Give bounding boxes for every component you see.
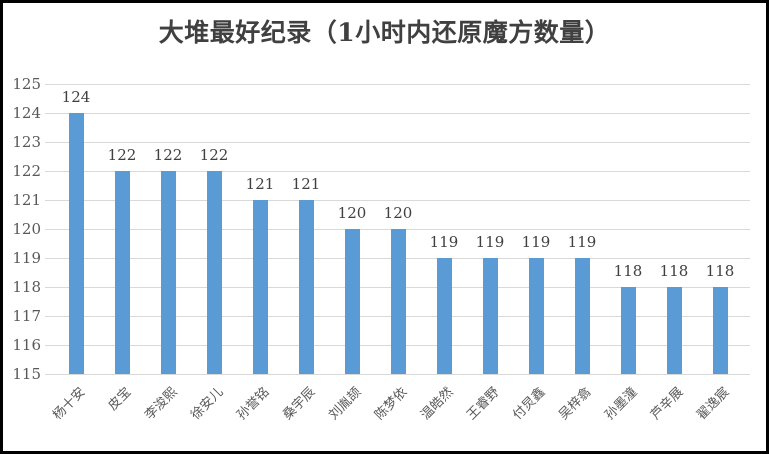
bar xyxy=(160,171,176,374)
bar xyxy=(482,258,498,374)
x-axis-category-label: 陈梦依 xyxy=(372,384,411,424)
gridline xyxy=(45,374,750,375)
x-axis-category-label: 皮宝 xyxy=(105,384,135,414)
bar-value-label: 119 xyxy=(475,233,505,251)
x-axis-category-label: 吴梓翕 xyxy=(556,384,595,424)
bar xyxy=(390,229,406,374)
y-axis-tick-label: 124 xyxy=(12,104,41,122)
x-axis-category-label: 付炅鑫 xyxy=(510,384,549,424)
bar-value-label: 122 xyxy=(153,146,183,164)
bar-value-label: 121 xyxy=(291,175,321,193)
gridline xyxy=(45,113,750,114)
bar xyxy=(666,287,682,374)
x-axis-category-label: 徐安儿 xyxy=(188,384,227,424)
x-axis-category-label: 孙誉铭 xyxy=(234,384,273,424)
bar-value-label: 122 xyxy=(199,146,229,164)
bar xyxy=(68,113,84,374)
x-axis-category-label: 刘胤颉 xyxy=(326,384,365,424)
x-axis-category-label: 翟逸宸 xyxy=(694,384,733,424)
bar xyxy=(712,287,728,374)
x-axis-category-label: 杨十安 xyxy=(50,384,89,424)
chart-title: 大堆最好纪录（1小时内还原魔方数量） xyxy=(158,18,611,47)
bar-value-label: 118 xyxy=(659,262,689,280)
x-axis-category-label: 李浚熙 xyxy=(142,384,181,424)
x-axis-category-label: 孙墨潼 xyxy=(602,384,641,424)
y-axis-tick-label: 123 xyxy=(12,133,41,151)
bar-value-label: 118 xyxy=(705,262,735,280)
bar-value-label: 124 xyxy=(61,88,91,106)
y-axis-tick-label: 125 xyxy=(12,75,41,93)
bar-value-label: 119 xyxy=(567,233,597,251)
gridline xyxy=(45,84,750,85)
bar-value-label: 121 xyxy=(245,175,275,193)
bar xyxy=(574,258,590,374)
x-axis-category-label: 王睿野 xyxy=(464,384,503,424)
bar xyxy=(206,171,222,374)
bar-value-label: 119 xyxy=(521,233,551,251)
bar-value-label: 120 xyxy=(383,204,413,222)
gridline xyxy=(45,171,750,172)
bar xyxy=(620,287,636,374)
bar xyxy=(298,200,314,374)
bar xyxy=(528,258,544,374)
gridline xyxy=(45,142,750,143)
bar xyxy=(114,171,130,374)
bar-value-label: 118 xyxy=(613,262,643,280)
bar xyxy=(436,258,452,374)
bar-value-label: 122 xyxy=(107,146,137,164)
y-axis-tick-label: 116 xyxy=(12,336,41,354)
y-axis-tick-label: 115 xyxy=(12,365,41,383)
y-axis-tick-label: 118 xyxy=(12,278,41,296)
y-axis-tick-label: 122 xyxy=(12,162,41,180)
bar-value-label: 120 xyxy=(337,204,367,222)
x-axis-category-label: 温皓然 xyxy=(418,384,457,424)
y-axis-tick-label: 121 xyxy=(12,191,41,209)
bar xyxy=(252,200,268,374)
bar xyxy=(344,229,360,374)
y-axis-tick-label: 117 xyxy=(12,307,41,325)
gridline xyxy=(45,200,750,201)
y-axis-tick-label: 119 xyxy=(12,249,41,267)
x-axis-category-label: 桑宇辰 xyxy=(280,384,319,424)
x-axis-category-label: 芦辛展 xyxy=(648,384,687,424)
y-axis-tick-label: 120 xyxy=(12,220,41,238)
bar-value-label: 119 xyxy=(429,233,459,251)
